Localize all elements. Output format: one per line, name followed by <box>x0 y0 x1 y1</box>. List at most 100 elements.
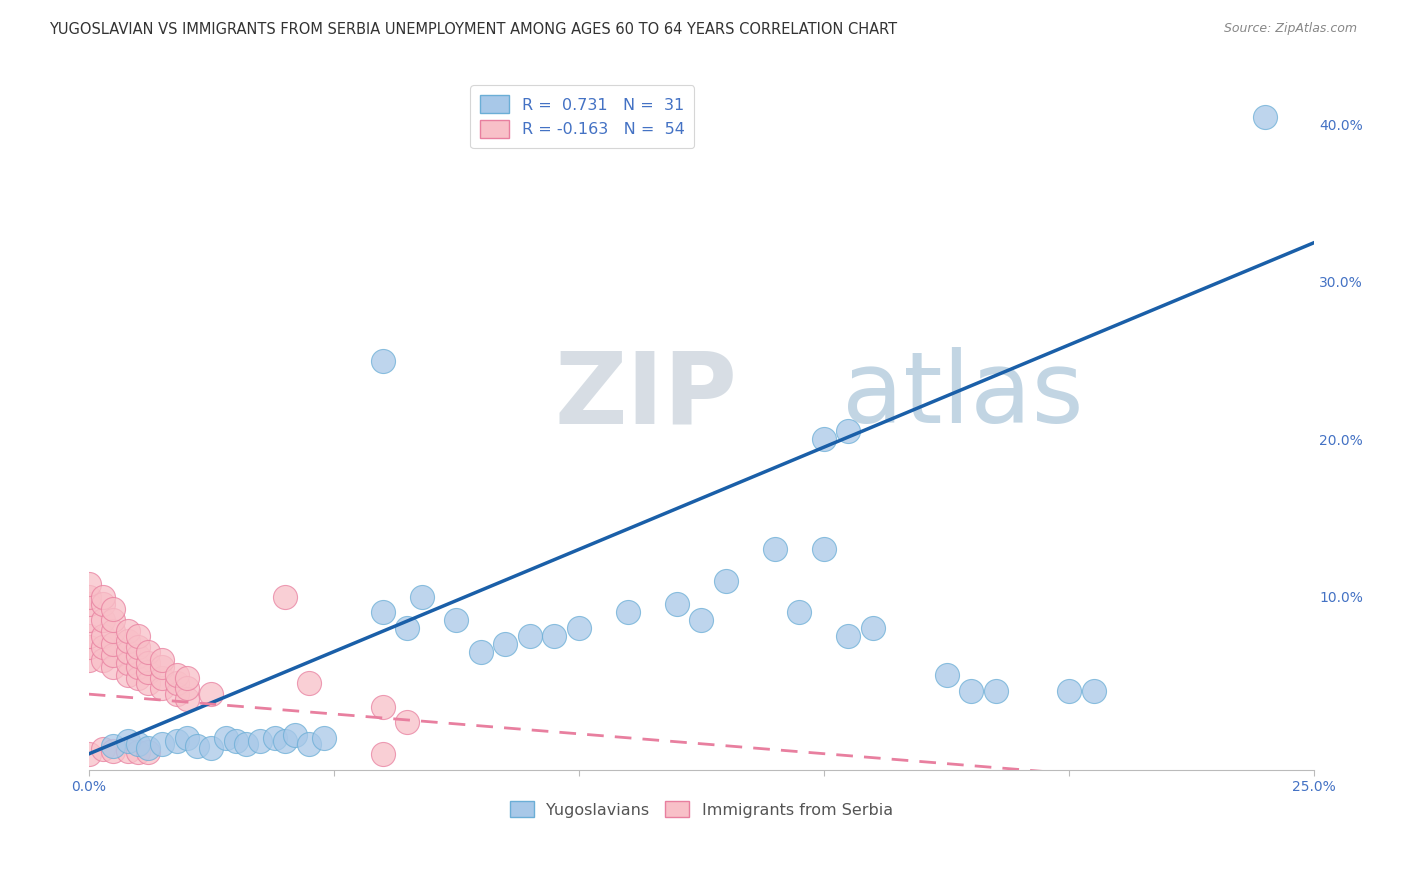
Point <box>519 629 541 643</box>
Text: ZIP: ZIP <box>554 347 737 444</box>
Point <box>298 738 321 752</box>
Point <box>93 613 115 627</box>
Point <box>103 648 125 662</box>
Point <box>117 668 139 682</box>
Point <box>150 660 173 674</box>
Point <box>77 629 100 643</box>
Point <box>93 742 115 756</box>
Point <box>312 731 335 746</box>
Point <box>166 734 188 748</box>
Point <box>166 668 188 682</box>
Point <box>150 681 173 695</box>
Point <box>150 652 173 666</box>
Point <box>93 652 115 666</box>
Point <box>763 542 786 557</box>
Text: Source: ZipAtlas.com: Source: ZipAtlas.com <box>1223 22 1357 36</box>
Point <box>176 681 198 695</box>
Point <box>690 613 713 627</box>
Point <box>103 744 125 758</box>
Point <box>136 676 159 690</box>
Text: YUGOSLAVIAN VS IMMIGRANTS FROM SERBIA UNEMPLOYMENT AMONG AGES 60 TO 64 YEARS COR: YUGOSLAVIAN VS IMMIGRANTS FROM SERBIA UN… <box>49 22 897 37</box>
Point <box>117 633 139 648</box>
Point <box>117 744 139 758</box>
Point <box>274 590 297 604</box>
Point <box>200 740 222 755</box>
Point <box>127 640 149 654</box>
Point <box>150 672 173 686</box>
Point <box>77 590 100 604</box>
Point <box>186 739 208 753</box>
Point <box>77 640 100 654</box>
Point <box>225 734 247 748</box>
Point <box>166 687 188 701</box>
Point <box>150 738 173 752</box>
Point <box>77 613 100 627</box>
Point <box>103 613 125 627</box>
Point <box>77 598 100 612</box>
Point <box>166 676 188 690</box>
Point <box>77 652 100 666</box>
Point <box>117 656 139 670</box>
Point <box>93 598 115 612</box>
Point <box>470 645 492 659</box>
Point <box>568 621 591 635</box>
Point <box>235 738 257 752</box>
Point <box>103 739 125 753</box>
Point <box>813 542 835 557</box>
Point <box>411 590 433 604</box>
Point <box>77 577 100 591</box>
Point <box>1083 684 1105 698</box>
Point <box>396 621 419 635</box>
Point <box>136 740 159 755</box>
Point <box>127 672 149 686</box>
Point <box>396 715 419 730</box>
Point <box>136 745 159 759</box>
Point <box>789 605 811 619</box>
Point <box>371 353 394 368</box>
Point <box>371 747 394 761</box>
Point <box>665 598 688 612</box>
Point <box>127 745 149 759</box>
Point <box>93 590 115 604</box>
Point <box>264 731 287 746</box>
Point <box>103 624 125 639</box>
Point <box>77 747 100 761</box>
Point <box>837 425 859 439</box>
Point <box>127 738 149 752</box>
Point <box>136 656 159 670</box>
Point <box>215 731 238 746</box>
Point <box>284 728 307 742</box>
Point <box>249 734 271 748</box>
Point <box>117 645 139 659</box>
Point <box>103 637 125 651</box>
Point <box>935 668 957 682</box>
Point <box>136 645 159 659</box>
Point <box>176 691 198 706</box>
Point <box>837 629 859 643</box>
Point <box>298 676 321 690</box>
Text: atlas: atlas <box>842 347 1084 444</box>
Point <box>984 684 1007 698</box>
Point <box>117 624 139 639</box>
Point <box>543 629 565 643</box>
Point <box>200 687 222 701</box>
Point <box>136 665 159 679</box>
Point <box>176 731 198 746</box>
Point <box>176 672 198 686</box>
Point <box>617 605 640 619</box>
Point <box>127 629 149 643</box>
Point <box>1254 110 1277 124</box>
Point <box>714 574 737 588</box>
Legend: Yugoslavians, Immigrants from Serbia: Yugoslavians, Immigrants from Serbia <box>503 795 900 824</box>
Point <box>371 699 394 714</box>
Point <box>117 734 139 748</box>
Point <box>813 432 835 446</box>
Point <box>960 684 983 698</box>
Point <box>127 660 149 674</box>
Point <box>274 734 297 748</box>
Point <box>446 613 468 627</box>
Point <box>127 649 149 664</box>
Point <box>93 640 115 654</box>
Point <box>1057 684 1080 698</box>
Point <box>862 621 884 635</box>
